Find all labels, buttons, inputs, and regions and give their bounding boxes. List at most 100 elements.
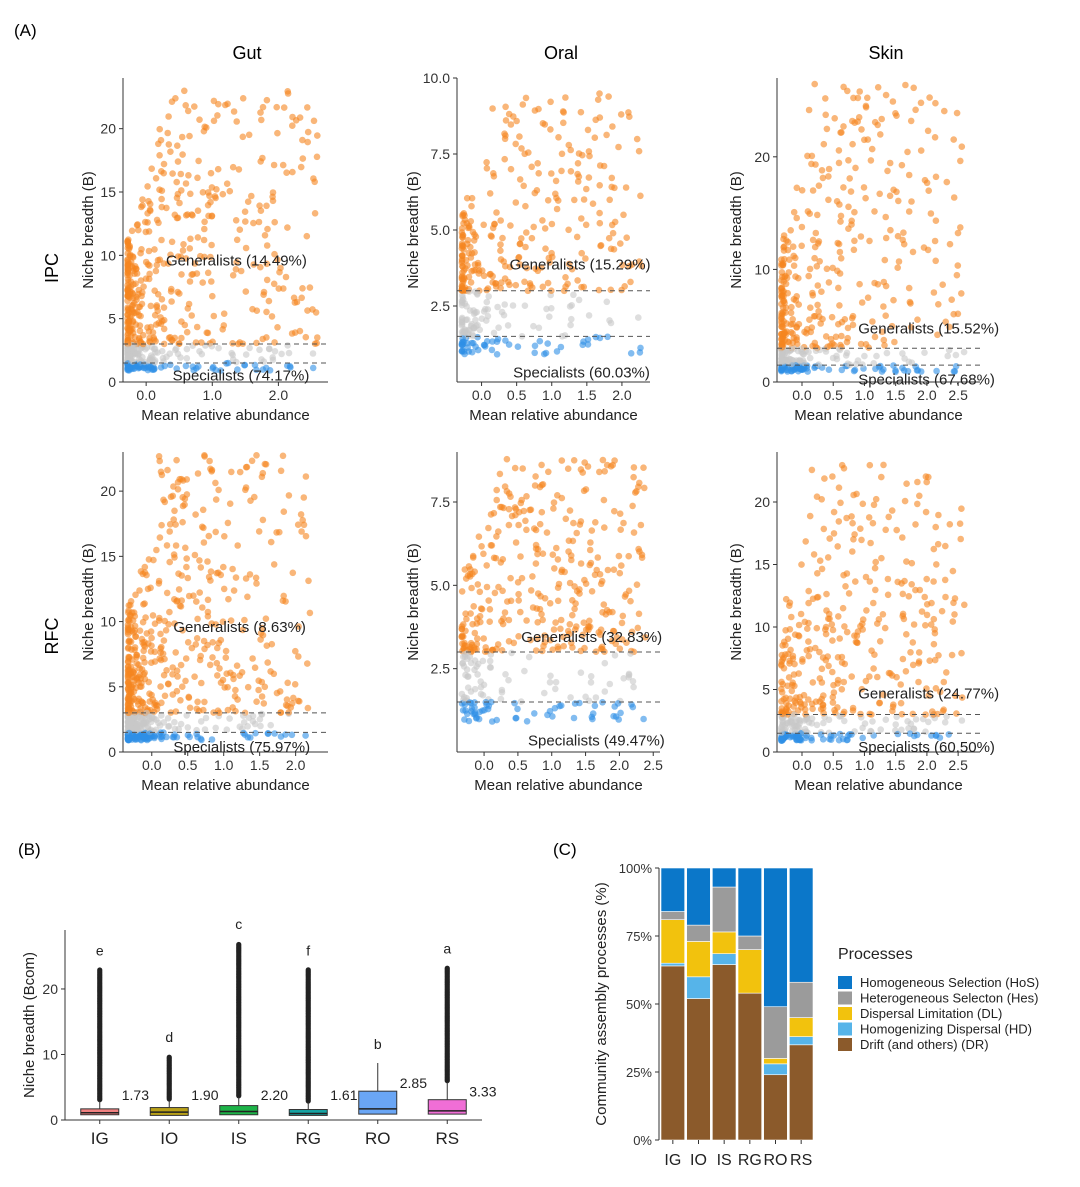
y-axis-label: Niche breadth (B): [405, 543, 422, 661]
data-point: [148, 642, 155, 649]
data-point: [289, 113, 296, 121]
data-point: [871, 208, 878, 215]
data-point: [825, 662, 832, 670]
data-point: [234, 696, 241, 703]
data-point: [871, 564, 879, 572]
bar-segment-hes: [737, 935, 762, 950]
data-point: [197, 564, 205, 571]
x-tick-label: 0.0: [472, 387, 492, 403]
data-point: [182, 255, 190, 262]
data-point: [497, 695, 505, 703]
data-point: [900, 240, 908, 248]
data-point: [302, 732, 309, 739]
data-point: [172, 521, 179, 528]
data-point: [302, 473, 310, 480]
y-tick-label: 10: [42, 1046, 58, 1062]
data-point: [214, 112, 221, 119]
data-point: [626, 113, 633, 120]
data-point: [870, 665, 877, 672]
data-point: [469, 332, 477, 340]
data-point: [204, 269, 212, 277]
data-point: [628, 628, 636, 636]
data-point: [600, 601, 608, 608]
data-point: [853, 639, 861, 646]
data-point: [818, 167, 826, 174]
data-point: [536, 337, 544, 345]
bar-segment-dr: [712, 964, 737, 1141]
data-point: [558, 494, 566, 502]
bar-segment-hd: [712, 953, 737, 965]
data-point: [835, 613, 842, 620]
data-point: [138, 679, 145, 687]
data-point: [617, 111, 625, 118]
data-point: [617, 240, 624, 247]
data-point: [882, 213, 889, 221]
data-point: [851, 531, 858, 538]
data-point: [901, 355, 908, 362]
data-point: [580, 619, 588, 626]
data-point: [163, 667, 170, 674]
data-point: [914, 316, 921, 324]
data-point: [835, 147, 843, 154]
data-point: [470, 237, 478, 244]
data-point: [780, 244, 787, 251]
data-point: [845, 590, 853, 597]
x-tick-label: 1.0: [855, 757, 875, 773]
data-point: [609, 627, 617, 635]
data-point: [257, 630, 265, 637]
data-point: [945, 731, 953, 738]
data-point: [921, 176, 929, 184]
data-point: [811, 254, 818, 262]
data-point: [806, 354, 814, 362]
data-point: [198, 679, 205, 687]
data-point: [905, 593, 913, 600]
data-point: [235, 166, 243, 173]
data-point: [125, 693, 133, 700]
data-point: [182, 544, 189, 552]
data-point: [291, 329, 299, 336]
x-tick-label: IO: [160, 1129, 178, 1148]
data-point: [953, 710, 960, 717]
data-point: [164, 129, 171, 137]
data-point: [179, 151, 186, 158]
data-point: [828, 621, 836, 628]
data-point: [185, 172, 192, 179]
data-point: [951, 368, 959, 375]
data-point: [182, 655, 190, 662]
data-point: [635, 610, 643, 618]
data-point: [558, 150, 566, 158]
data-point: [483, 583, 491, 591]
data-point: [504, 598, 511, 605]
data-point: [586, 623, 594, 631]
data-point: [838, 332, 845, 340]
data-point: [868, 145, 876, 153]
data-point: [178, 271, 185, 278]
data-point: [270, 280, 278, 288]
data-point: [149, 329, 157, 336]
data-point: [491, 220, 498, 228]
data-point: [259, 103, 267, 111]
data-point: [147, 323, 155, 331]
data-point: [151, 345, 159, 352]
data-point: [925, 187, 932, 194]
data-point: [893, 713, 900, 721]
data-point: [299, 285, 306, 292]
data-point: [184, 731, 192, 739]
data-point: [560, 633, 567, 641]
data-point: [880, 336, 888, 344]
data-point: [483, 159, 490, 166]
x-tick-label: RG: [296, 1129, 322, 1148]
data-point: [282, 273, 290, 281]
x-tick-label: 0.5: [823, 757, 843, 773]
data-point: [625, 552, 632, 560]
data-point: [229, 340, 236, 347]
data-point: [596, 182, 603, 189]
data-point: [277, 264, 284, 272]
stacked-bar-is: IS: [712, 867, 737, 1169]
data-point: [822, 111, 829, 119]
data-point: [468, 194, 476, 202]
data-point: [493, 351, 501, 358]
data-point: [304, 138, 312, 146]
data-point: [539, 120, 547, 127]
